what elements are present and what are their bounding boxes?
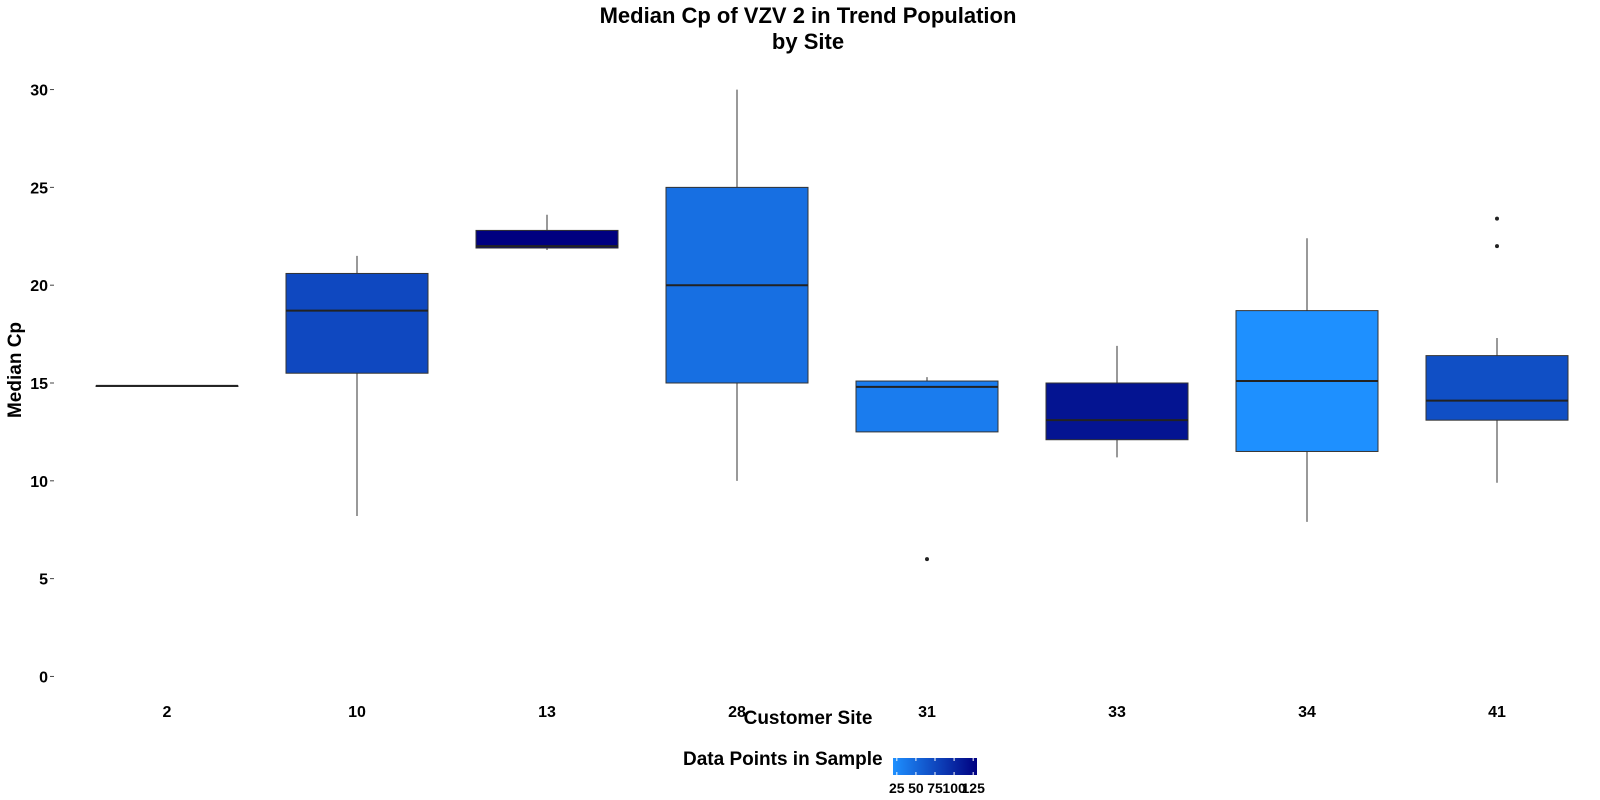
y-tick-label: 5 [39, 572, 48, 589]
chart-subtitle: by Site [772, 29, 844, 54]
x-tick-label: 31 [918, 704, 936, 721]
y-axis-title: Median Cp [5, 322, 26, 418]
box-body [475, 229, 619, 249]
x-axis-title: Customer Site [744, 708, 873, 729]
x-tick-label: 13 [538, 704, 556, 721]
y-tick-label: 10 [30, 474, 48, 491]
x-tick-label: 34 [1298, 704, 1316, 721]
box-site-31 [855, 377, 999, 562]
legend-tick-label: 100 [942, 780, 966, 796]
x-tick-label: 10 [348, 704, 366, 721]
box-site-28 [665, 89, 809, 481]
box-site-2 [95, 384, 239, 387]
box-body [855, 380, 999, 433]
outlier-point [925, 557, 929, 562]
legend-tick-label: 75 [927, 780, 943, 796]
outlier-point [1495, 244, 1499, 249]
x-tick-label: 2 [163, 704, 172, 721]
legend-tick-label: 50 [908, 780, 924, 796]
y-tick-label: 30 [30, 83, 48, 100]
legend-colorbar [893, 758, 977, 775]
chart-title: Median Cp of VZV 2 in Trend Population [600, 3, 1017, 28]
box-series [95, 89, 1569, 562]
outlier-point [1495, 216, 1499, 221]
legend-tick-label: 125 [962, 780, 986, 796]
box-site-34 [1235, 238, 1379, 522]
y-axis: 0 5 10 15 20 25 30 [30, 83, 54, 686]
legend-title: Data Points in Sample [683, 749, 883, 770]
box-body [285, 272, 429, 374]
box-site-10 [285, 255, 429, 517]
x-axis: 2 10 13 28 31 33 34 41 [163, 704, 1506, 721]
x-tick-label: 28 [728, 704, 746, 721]
box-site-13 [475, 214, 619, 250]
y-tick-label: 20 [30, 278, 48, 295]
y-tick-label: 25 [30, 180, 48, 197]
y-tick-label: 0 [39, 669, 48, 686]
box-body [1045, 382, 1189, 441]
box-site-33 [1045, 345, 1189, 458]
legend-tick-label: 25 [889, 780, 905, 796]
x-tick-label: 33 [1108, 704, 1126, 721]
box-body [1425, 355, 1569, 421]
x-tick-label: 41 [1488, 704, 1506, 721]
y-tick-label: 15 [30, 376, 48, 393]
box-site-41 [1425, 216, 1569, 483]
